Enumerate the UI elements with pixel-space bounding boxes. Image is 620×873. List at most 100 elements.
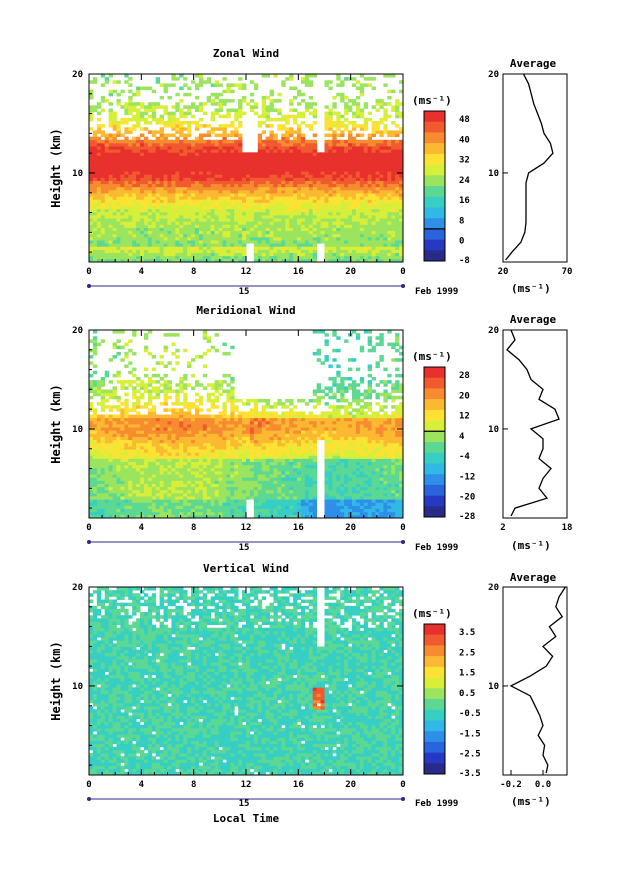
- heatmap-cell: [191, 508, 196, 513]
- heatmap-cell: [179, 211, 184, 216]
- heatmap-cell: [214, 252, 219, 257]
- heatmap-cell: [89, 236, 94, 241]
- heatmap-cell: [136, 142, 141, 147]
- heatmap-cell: [230, 180, 235, 185]
- heatmap-cell: [132, 102, 137, 106]
- heatmap-cell: [308, 102, 314, 106]
- heatmap-cell: [269, 142, 274, 147]
- heatmap-cell: [116, 427, 121, 431]
- heatmap-cell: [104, 246, 110, 250]
- heatmap-cell: [206, 158, 212, 163]
- heatmap-cell: [285, 249, 290, 253]
- heatmap-cell: [230, 230, 235, 235]
- heatmap-cell: [187, 442, 192, 447]
- heatmap-cell: [128, 439, 133, 444]
- heatmap-cell: [293, 161, 298, 166]
- heatmap-cell: [257, 149, 263, 153]
- heatmap-cell: [210, 246, 216, 250]
- heatmap-cell: [238, 114, 243, 119]
- heatmap-cell: [206, 255, 212, 260]
- heatmap-cell: [261, 205, 267, 210]
- heatmap-cell: [112, 464, 117, 469]
- heatmap-cell: [124, 208, 129, 213]
- heatmap-cell: [351, 227, 357, 232]
- heatmap-cell: [147, 139, 153, 144]
- heatmap-cell: [112, 174, 117, 178]
- heatmap-cell: [269, 117, 274, 122]
- heatmap-cell: [234, 111, 239, 116]
- heatmap-cell: [265, 186, 270, 191]
- heatmap-cell: [265, 218, 270, 222]
- heatmap-cell: [143, 205, 149, 210]
- heatmap-cell: [242, 174, 247, 178]
- heatmap-cell: [367, 174, 373, 178]
- heatmap-cell: [151, 249, 157, 253]
- heatmap-cell: [120, 177, 125, 181]
- heatmap-cell: [124, 430, 129, 434]
- heatmap-cell: [269, 186, 274, 191]
- heatmap-cell: [179, 258, 184, 263]
- heatmap-cell: [218, 177, 223, 181]
- heatmap-cell: [308, 208, 314, 213]
- heatmap-cell: [289, 186, 294, 191]
- heatmap-cell: [344, 152, 349, 156]
- heatmap-cell: [312, 246, 318, 250]
- heatmap-cell: [395, 258, 400, 263]
- heatmap-cell: [116, 215, 121, 219]
- heatmap-cell: [147, 174, 153, 178]
- heatmap-cell: [191, 149, 196, 153]
- heatmap-cell: [183, 258, 188, 263]
- heatmap-cell: [175, 471, 180, 475]
- heatmap-cell: [100, 258, 106, 263]
- heatmap-cell: [124, 420, 129, 425]
- heatmap-cell: [108, 464, 113, 469]
- heatmap-cell: [320, 202, 325, 206]
- heatmap-cell: [159, 471, 164, 475]
- heatmap-cell: [297, 168, 302, 172]
- heatmap-cell: [249, 158, 255, 163]
- heatmap-cell: [100, 427, 106, 431]
- heatmap-cell: [187, 168, 192, 172]
- heatmap-cell: [136, 233, 141, 238]
- heatmap-cell: [147, 417, 153, 422]
- heatmap-cell: [120, 436, 125, 441]
- heatmap-cell: [265, 142, 270, 147]
- heatmap-cell: [234, 258, 239, 263]
- heatmap-cell: [277, 108, 282, 112]
- heatmap-cell: [120, 427, 125, 431]
- heatmap-cell: [230, 142, 235, 147]
- heatmap-cell: [359, 243, 365, 247]
- heatmap-cell: [253, 215, 259, 219]
- heatmap-cell: [387, 218, 392, 222]
- heatmap-cell: [261, 215, 267, 219]
- heatmap-cell: [214, 236, 219, 241]
- heatmap-cell: [383, 124, 388, 128]
- heatmap-cell: [128, 477, 133, 481]
- heatmap-cell: [328, 152, 333, 156]
- heatmap-cell: [116, 130, 121, 134]
- heatmap-cell: [198, 196, 204, 200]
- heatmap-cell: [151, 395, 157, 400]
- heatmap-cell: [351, 208, 357, 213]
- heatmap-cell: [116, 127, 121, 131]
- heatmap-cell: [143, 449, 149, 453]
- heatmap-cell: [163, 464, 168, 469]
- heatmap-cell: [269, 164, 274, 169]
- heatmap-cell: [92, 161, 98, 166]
- heatmap-cell: [293, 95, 298, 100]
- heatmap-cell: [332, 243, 337, 247]
- heatmap-cell: [246, 164, 251, 169]
- heatmap-cell: [124, 236, 129, 241]
- heatmap-cell: [116, 474, 121, 478]
- heatmap-cell: [391, 193, 396, 197]
- heatmap-cell: [348, 149, 353, 153]
- heatmap-cell: [120, 149, 125, 153]
- heatmap-cell: [120, 508, 125, 513]
- heatmap-cell: [89, 127, 94, 131]
- heatmap-cell: [163, 218, 168, 222]
- heatmap-cell: [379, 211, 384, 216]
- heatmap-cell: [116, 168, 121, 172]
- heatmap-cell: [387, 130, 392, 134]
- heatmap-cell: [218, 158, 223, 163]
- heatmap-cell: [136, 196, 141, 200]
